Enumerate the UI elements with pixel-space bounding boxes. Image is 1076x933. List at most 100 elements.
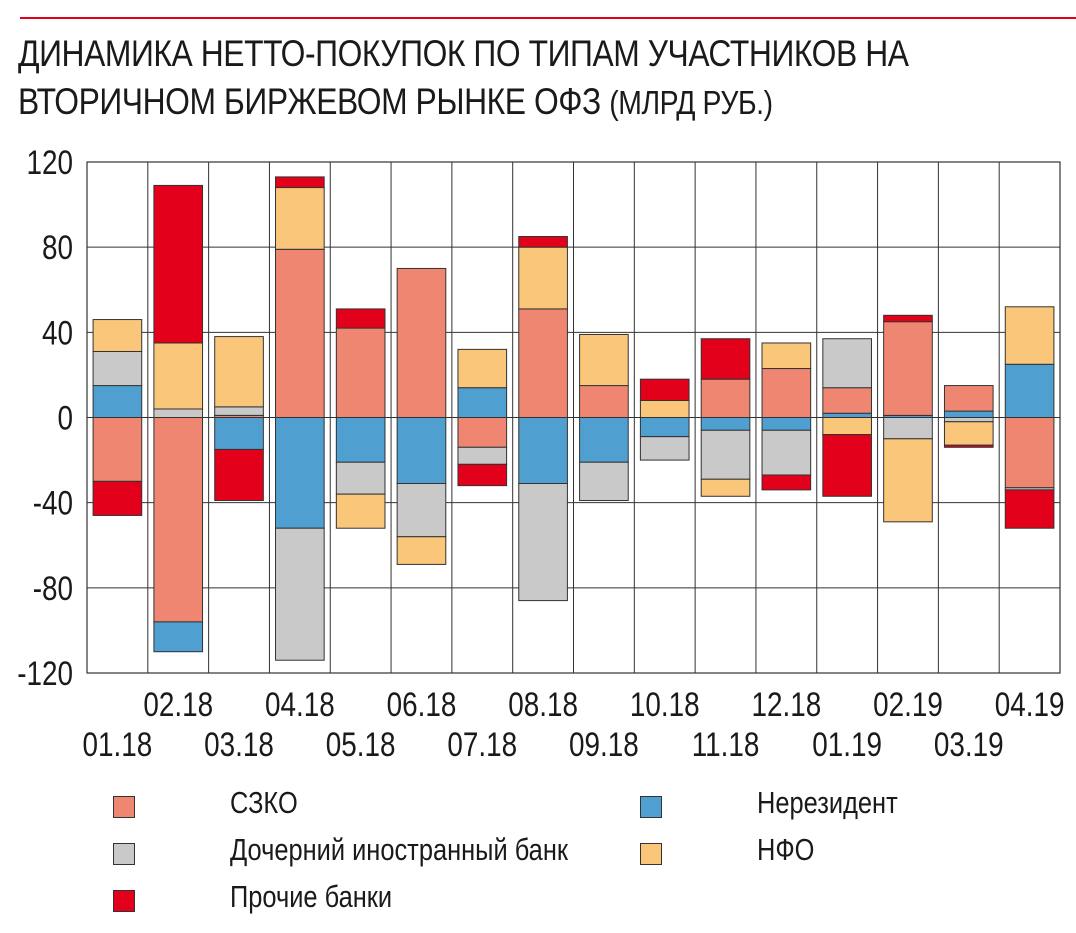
x-tick-label: 01.18 [83,725,153,763]
y-tick-label: 120 [26,143,73,181]
bar-segment-nfo [883,438,933,523]
chart-title-line1: ДИНАМИКА НЕТТО-ПОКУПОК ПО ТИПАМ УЧАСТНИК… [18,33,909,122]
bar-segment-szko [92,417,143,482]
bar-segment-szko [275,248,325,418]
bar-segment-daughter [700,429,751,480]
bar-segment-szko [457,417,508,448]
y-tick-label: -120 [17,654,73,692]
bar-segment-other [639,378,690,401]
bar-segment-daughter [396,483,447,538]
bar-segment-nonres [92,385,143,418]
bar-segment-daughter [761,429,812,476]
bar-segment-nfo [335,493,386,529]
bar-segment-nonres [943,410,994,418]
bar-segment-daughter [92,350,143,387]
bar-segment-other [92,480,143,516]
bar-segment-daughter [275,527,325,661]
bar-segment-szko [153,417,204,623]
bar-segment-nfo [153,342,204,410]
bar-segment-nfo [275,187,325,250]
bar-segment-nonres [396,417,447,485]
bar-segment-daughter [822,338,872,389]
bar-segment-nfo [92,319,143,352]
y-tick-label: -40 [33,484,73,522]
bar-segment-daughter [335,461,386,495]
bar-segment-szko [518,308,568,419]
x-tick-label: 10.18 [630,685,700,723]
bar-segment-other [518,236,568,248]
x-tick-label: 11.18 [692,725,760,763]
bar-segment-other [335,308,386,329]
x-tick-label: 09.18 [569,725,639,763]
y-tick-label: 40 [42,314,73,352]
bar-segment-other [761,474,812,491]
bar-segment-nfo [214,336,264,408]
bar-segment-other [822,434,872,497]
bar-segment-szko [761,368,812,419]
bar-segment-nonres [335,417,386,463]
bar-segment-nfo [457,348,508,389]
bar-segment-szko [396,267,447,419]
chart-title-unit: (МЛРД РУБ.) [609,84,773,121]
bar-segment-nfo [396,536,447,565]
bar-segment-nonres [822,412,872,419]
x-tick-label: 04.18 [265,685,335,723]
bar-segment-nonres [761,417,812,431]
x-tick-label: 01.19 [812,725,882,763]
top-accent-rule [20,17,1076,19]
y-tick-label: 80 [42,229,73,267]
x-tick-label: 03.18 [204,725,274,763]
bar-segment-other [700,338,751,380]
bar-segment-nonres [1004,363,1055,419]
bar-segment-daughter [153,408,204,419]
bar-segment-other [214,448,264,502]
bar-segment-daughter [943,417,994,423]
x-tick-label: 07.18 [447,725,517,763]
x-tick-label: 08.18 [508,685,578,723]
bar-segment-nonres [639,417,690,438]
bar-segment-nfo [639,399,690,419]
bar-segment-daughter [457,446,508,465]
bar-segment-nonres [457,387,508,419]
x-tick-label: 02.18 [143,685,213,723]
bar-segment-nfo [579,333,629,387]
x-tick-label: 02.19 [873,685,943,723]
bar-segment-szko [822,387,872,414]
y-tick-label: 0 [57,399,73,437]
bar-segment-nonres [579,417,629,463]
chart-title-text-line1: ДИНАМИКА НЕТТО-ПОКУПОК ПО ТИПАМ УЧАСТНИК… [18,33,909,74]
bar-segment-nonres [153,621,204,653]
x-tick-label: 12.18 [751,685,821,723]
x-tick-label: 04.19 [995,685,1065,723]
bar-segment-szko [883,321,933,416]
bar-segment-daughter [579,461,629,502]
bar-segment-daughter [639,436,690,461]
bar-segment-nfo [822,417,872,436]
bar-segment-other [1004,489,1055,529]
bar-segment-nfo [761,342,812,370]
bar-segment-other [153,184,204,344]
y-tick-label: -80 [33,569,73,607]
bar-segment-nfo [700,478,751,497]
bar-segment-other [275,176,325,189]
bar-segment-other [943,444,994,448]
bar-segment-daughter [883,417,933,440]
bar-segment-nfo [518,246,568,310]
x-tick-label: 03.19 [934,725,1004,763]
bar-segment-szko [335,327,386,419]
bar-segment-szko [943,385,994,412]
bar-segment-other [457,463,508,487]
x-tick-label: 05.18 [326,725,396,763]
chart-title-text-line2: ВТОРИЧНОМ БИРЖЕВОМ РЫНКЕ ОФЗ [18,81,610,122]
bar-segment-nonres [518,417,568,485]
bar-segment-nonres [700,417,751,431]
bar-segment-nfo [1004,306,1055,365]
bar-segment-nonres [275,417,325,529]
bar-segment-daughter [518,483,568,602]
bar-segment-szko [1004,417,1055,489]
x-tick-label: 06.18 [387,685,457,723]
bar-segment-daughter [214,406,264,416]
bar-segment-other [883,314,933,323]
bar-segment-nonres [214,417,264,450]
